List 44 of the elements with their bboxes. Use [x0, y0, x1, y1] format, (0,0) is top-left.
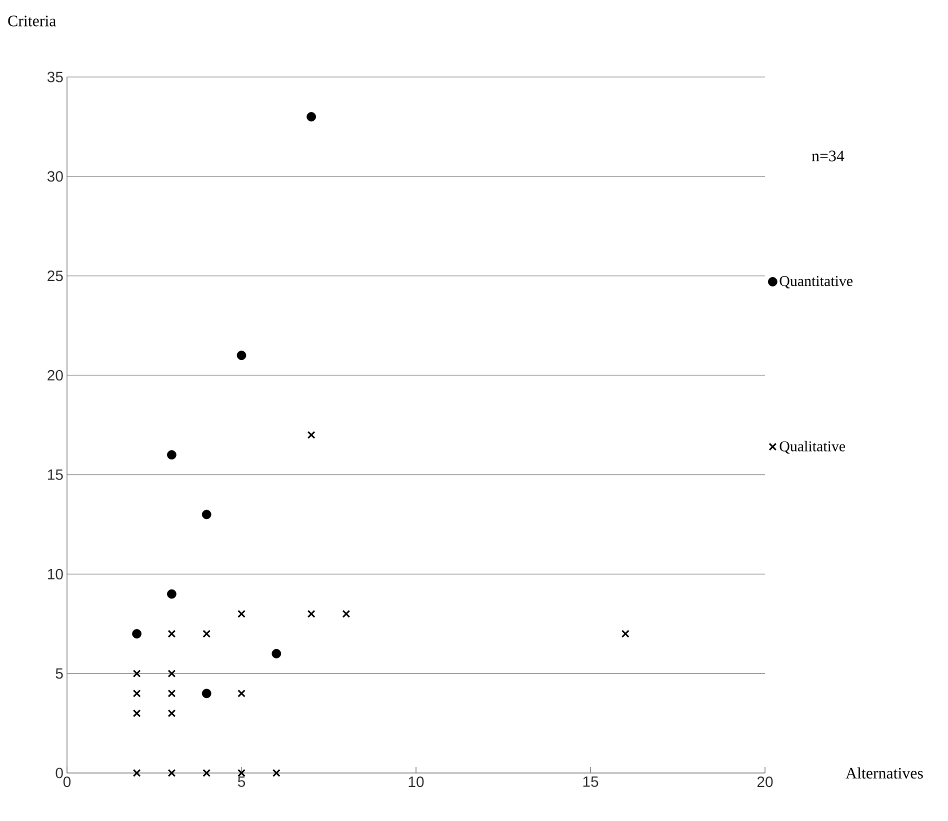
- point: [307, 610, 316, 618]
- y-tick-label: 15: [48, 469, 63, 480]
- point: [202, 630, 211, 638]
- y-tick-label: 30: [47, 171, 63, 182]
- y-axis-title: Criteria: [8, 16, 56, 26]
- point: [132, 709, 141, 718]
- point: [621, 630, 630, 638]
- point: [168, 709, 176, 718]
- x-tick-label: 0: [63, 776, 71, 788]
- point: [167, 589, 176, 599]
- point: [272, 648, 282, 658]
- y-tick-label: 5: [56, 668, 63, 679]
- y-tick-label: 35: [47, 72, 63, 82]
- y-tick-label: 20: [48, 370, 63, 381]
- point: [342, 610, 350, 618]
- x-axis-title: Alternatives: [846, 767, 923, 779]
- text: n=34: [812, 150, 844, 162]
- x-tick-label: 15: [583, 776, 598, 787]
- x-tick-label: 10: [408, 776, 424, 788]
- point: [202, 769, 211, 777]
- y-tick-label: 25: [48, 270, 63, 282]
- point: [238, 610, 246, 618]
- y-tick-label: 10: [48, 568, 63, 580]
- point: [306, 112, 316, 122]
- point: [202, 510, 212, 520]
- point: [236, 350, 246, 360]
- point: [168, 630, 176, 638]
- legend-label: Quantitative: [780, 276, 853, 288]
- point: [238, 689, 246, 698]
- point: [307, 430, 316, 439]
- y-tick-label: 0: [56, 768, 63, 778]
- point: [168, 689, 176, 698]
- x-tick-label: 5: [238, 776, 246, 787]
- point: [168, 670, 176, 678]
- point: [167, 450, 176, 460]
- point: [132, 689, 141, 698]
- point: [132, 769, 141, 777]
- point: [168, 769, 176, 777]
- point: [272, 769, 280, 777]
- point: [132, 670, 141, 678]
- x-tick-label: 20: [757, 776, 773, 788]
- point: [238, 769, 246, 777]
- point: [132, 629, 142, 638]
- legend-label: Qualitative: [780, 440, 846, 454]
